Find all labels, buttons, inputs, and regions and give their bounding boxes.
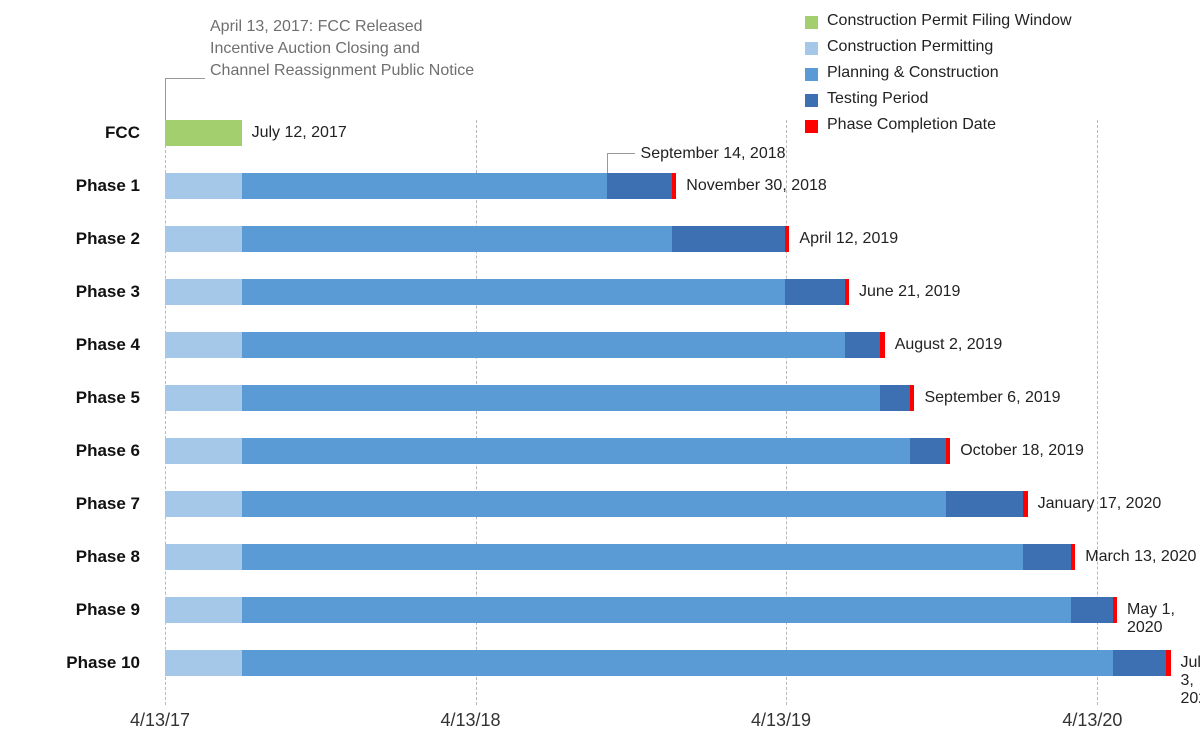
legend-label: Phase Completion Date — [827, 116, 996, 134]
legend-label: Construction Permitting — [827, 38, 993, 56]
row-end-label: August 2, 2019 — [895, 336, 1003, 354]
row-end-label: June 21, 2019 — [859, 283, 960, 301]
bar-segment-planning — [242, 491, 946, 517]
bar-segment-permitting — [165, 173, 242, 199]
row-label: Phase 10 — [0, 653, 140, 673]
row-end-label: March 13, 2020 — [1085, 548, 1196, 566]
phase1-callout-h — [607, 153, 635, 154]
row-end-label: May 1, 2020 — [1127, 601, 1200, 637]
annotation-line: Channel Reassignment Public Notice — [210, 60, 530, 82]
row-label: Phase 8 — [0, 547, 140, 567]
legend-label: Construction Permit Filing Window — [827, 12, 1072, 30]
bar-segment-permitting — [165, 544, 242, 570]
bar-segment-testing — [1023, 544, 1071, 570]
bar-segment-permitting — [165, 226, 242, 252]
bar-segment-completion — [1071, 544, 1075, 570]
bar-segment-permitting — [165, 491, 242, 517]
x-axis-tick-label: 4/13/17 — [130, 710, 190, 731]
bar-segment-planning — [242, 650, 1113, 676]
row-label: Phase 2 — [0, 229, 140, 249]
start-annotation: April 13, 2017: FCC ReleasedIncentive Au… — [210, 16, 530, 82]
bar-segment-testing — [845, 332, 881, 358]
annotation-leader-h — [165, 78, 205, 79]
phase1-callout-label: September 14, 2018 — [641, 145, 786, 163]
row-label: FCC — [0, 123, 140, 143]
annotation-line: Incentive Auction Closing and — [210, 38, 530, 60]
row-end-label: October 18, 2019 — [960, 442, 1084, 460]
row-label: Phase 9 — [0, 600, 140, 620]
bar-segment-completion — [946, 438, 950, 464]
bar-segment-completion — [1023, 491, 1027, 517]
annotation-leader-v — [165, 78, 166, 120]
bar-segment-testing — [910, 438, 946, 464]
bar-segment-testing — [1113, 650, 1167, 676]
bar-segment-planning — [242, 544, 1024, 570]
row-label: Phase 7 — [0, 494, 140, 514]
bar-segment-testing — [672, 226, 785, 252]
bar-segment-testing — [880, 385, 910, 411]
bar-segment-planning — [242, 438, 911, 464]
row-label: Phase 5 — [0, 388, 140, 408]
bar-segment-planning — [242, 597, 1071, 623]
row-end-label: July 3, 2020 — [1181, 654, 1200, 708]
row-end-label: November 30, 2018 — [686, 177, 827, 195]
legend-label: Testing Period — [827, 90, 928, 108]
row-end-label: July 12, 2017 — [252, 124, 347, 142]
legend-label: Planning & Construction — [827, 64, 999, 82]
legend-swatch — [805, 120, 818, 133]
row-end-label: September 6, 2019 — [924, 389, 1060, 407]
bar-segment-completion — [1113, 597, 1117, 623]
bar-segment-testing — [1071, 597, 1113, 623]
x-axis-tick-label: 4/13/18 — [441, 710, 501, 731]
bar-segment-completion — [1166, 650, 1170, 676]
row-end-label: April 12, 2019 — [799, 230, 898, 248]
bar-segment-permitting — [165, 279, 242, 305]
bar-segment-completion — [910, 385, 914, 411]
row-label: Phase 1 — [0, 176, 140, 196]
legend-swatch — [805, 16, 818, 29]
bar-segment-permitting — [165, 597, 242, 623]
bar-segment-planning — [242, 332, 845, 358]
bar-segment-permitting — [165, 438, 242, 464]
phase1-callout-v — [607, 153, 608, 173]
legend-swatch — [805, 42, 818, 55]
bar-segment-permitting — [165, 385, 242, 411]
gantt-chart: 4/13/17 4/13/18 4/13/19 4/13/20 FCC July 12, … — [0, 0, 1200, 741]
bar-segment-planning — [242, 226, 672, 252]
row-label: Phase 3 — [0, 282, 140, 302]
bar-segment-permitting — [165, 650, 242, 676]
bar-segment-completion — [845, 279, 849, 305]
x-axis-tick-label: 4/13/19 — [751, 710, 811, 731]
row-label: Phase 6 — [0, 441, 140, 461]
bar-segment-testing — [946, 491, 1023, 517]
legend-swatch — [805, 68, 818, 81]
bar-segment-completion — [672, 173, 676, 199]
bar-segment-permitting — [165, 332, 242, 358]
bar-segment-testing — [607, 173, 673, 199]
bar-segment-planning — [242, 385, 881, 411]
bar-segment-completion — [880, 332, 884, 358]
annotation-line: April 13, 2017: FCC Released — [210, 16, 530, 38]
legend-swatch — [805, 94, 818, 107]
bar-segment-completion — [785, 226, 789, 252]
x-axis-tick-label: 4/13/20 — [1062, 710, 1122, 731]
bar-segment-testing — [785, 279, 845, 305]
bar-segment-permit_window — [165, 120, 242, 146]
row-label: Phase 4 — [0, 335, 140, 355]
bar-segment-planning — [242, 279, 786, 305]
bar-segment-planning — [242, 173, 607, 199]
row-end-label: January 17, 2020 — [1038, 495, 1162, 513]
